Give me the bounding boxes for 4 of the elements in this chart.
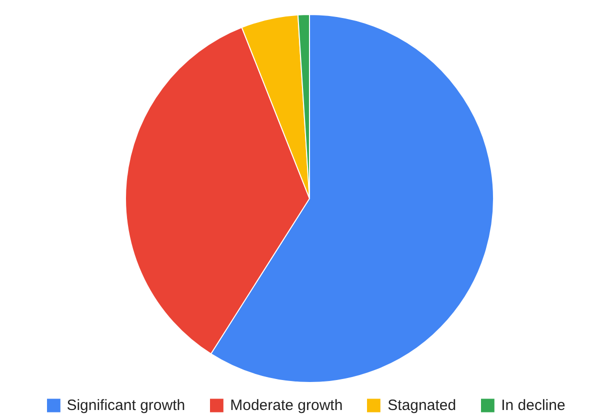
legend-label: Significant growth	[66, 396, 186, 414]
legend-label: Moderate growth	[230, 396, 343, 414]
legend-label: In decline	[501, 396, 566, 414]
legend-label: Stagnated	[388, 396, 456, 414]
